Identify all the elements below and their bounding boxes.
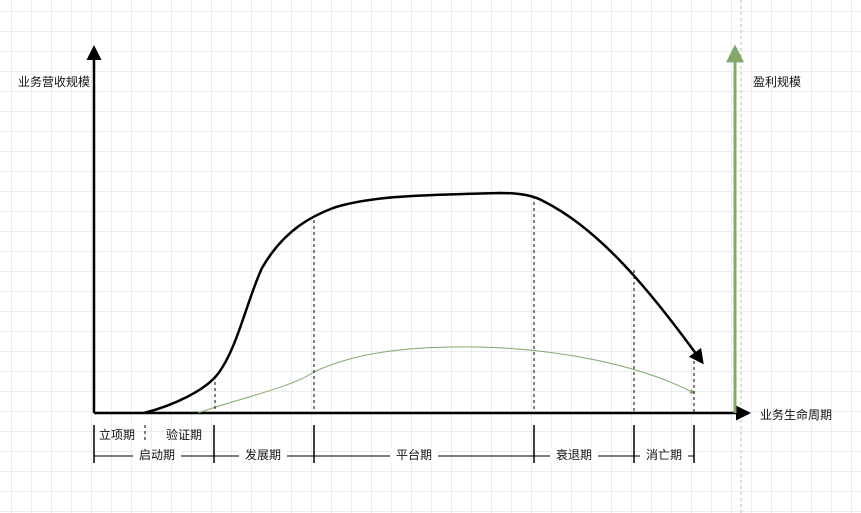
stage-xiaowang: 消亡期 [639, 448, 689, 462]
revenue-curve [143, 191, 704, 415]
profit-axis-label: 盈利规模 [753, 75, 802, 89]
sub-stage-yanzheng: 验证期 [165, 428, 203, 442]
stage-pingtai: 平台期 [389, 448, 439, 462]
profit-curve [197, 346, 695, 414]
y-axis-label: 业务营收规模 [18, 75, 91, 89]
stage-shuaitui: 衰退期 [549, 448, 599, 462]
sub-stage-lixiang: 立项期 [98, 428, 136, 442]
x-axis-label: 业务生命周期 [760, 408, 833, 422]
stage-fazhan: 发展期 [238, 448, 288, 462]
stage-qidong: 启动期 [132, 448, 182, 462]
